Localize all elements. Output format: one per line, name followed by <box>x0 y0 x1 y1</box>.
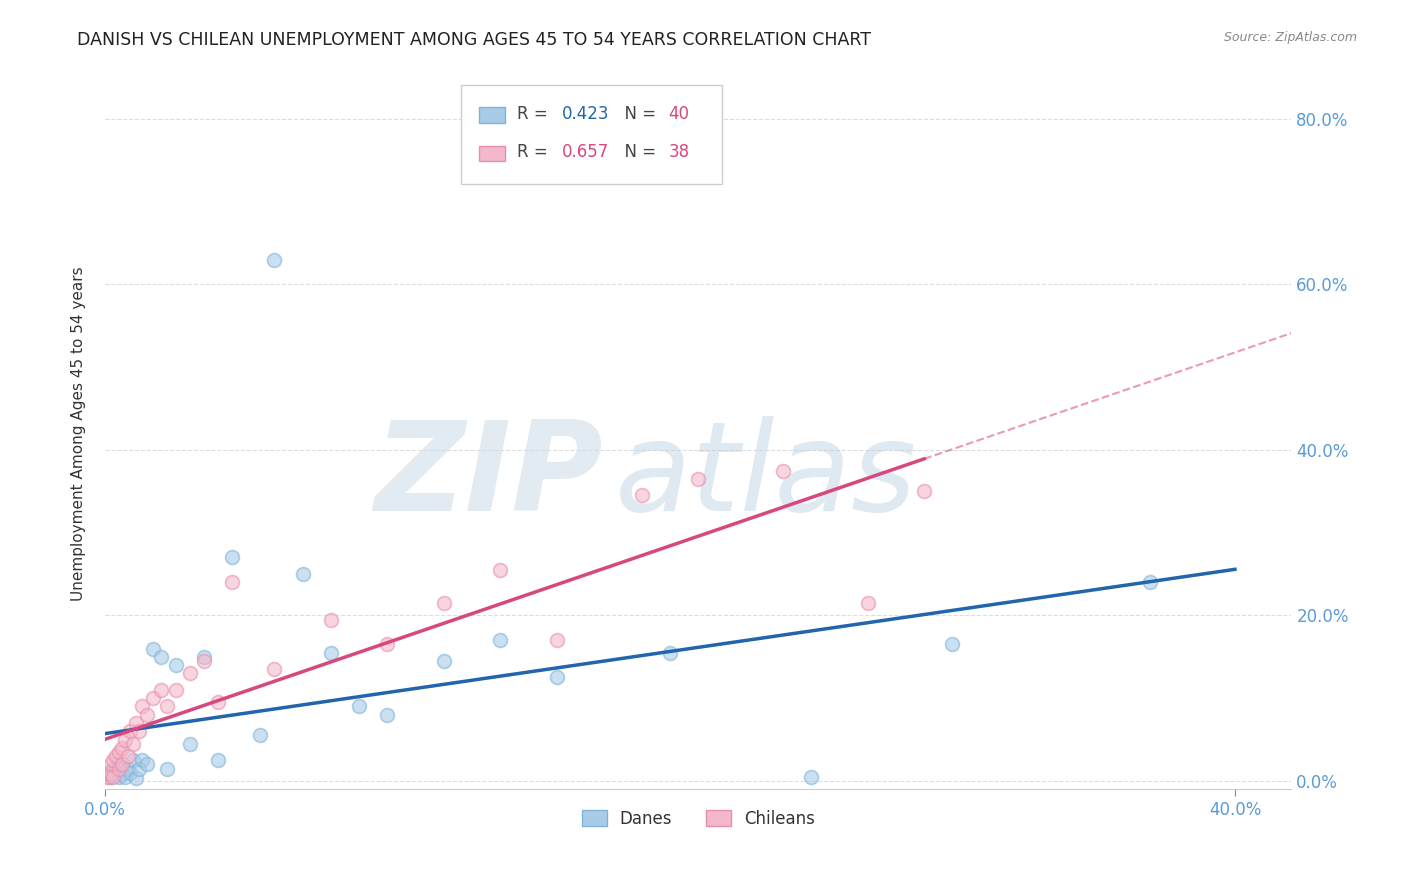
Text: 0.657: 0.657 <box>562 144 609 161</box>
Point <box>103 770 125 784</box>
Point <box>136 757 159 772</box>
Point <box>207 753 229 767</box>
Point <box>128 724 150 739</box>
Point <box>105 765 128 780</box>
Point <box>125 772 148 786</box>
Point <box>165 658 187 673</box>
Point <box>377 637 399 651</box>
Point <box>105 749 128 764</box>
Text: 38: 38 <box>669 144 690 161</box>
Point <box>97 770 120 784</box>
Point <box>489 633 512 648</box>
Point <box>105 759 128 773</box>
Point <box>263 662 285 676</box>
Point <box>489 563 512 577</box>
Y-axis label: Unemployment Among Ages 45 to 54 years: Unemployment Among Ages 45 to 54 years <box>72 266 86 600</box>
Point <box>546 633 568 648</box>
Point <box>659 646 682 660</box>
Point <box>1139 575 1161 590</box>
FancyBboxPatch shape <box>478 107 505 123</box>
Point <box>97 765 120 780</box>
Point <box>100 770 122 784</box>
Text: N =: N = <box>614 144 661 161</box>
Point <box>111 740 134 755</box>
Point <box>207 695 229 709</box>
Point <box>433 596 456 610</box>
Point <box>111 767 134 781</box>
Point <box>108 745 131 759</box>
Point <box>97 770 120 784</box>
Point <box>630 488 652 502</box>
Text: 40: 40 <box>669 104 689 123</box>
Point <box>136 707 159 722</box>
Point <box>221 575 243 590</box>
Point <box>103 767 125 781</box>
Text: ZIP: ZIP <box>374 416 603 536</box>
Point <box>122 737 145 751</box>
Point <box>108 762 131 776</box>
Point <box>111 757 134 772</box>
Point <box>150 649 173 664</box>
Point <box>156 699 179 714</box>
Point <box>131 699 153 714</box>
Point <box>120 765 142 780</box>
Point <box>912 484 935 499</box>
Point <box>319 646 342 660</box>
Point <box>114 770 136 784</box>
Point <box>100 767 122 781</box>
Text: Source: ZipAtlas.com: Source: ZipAtlas.com <box>1223 31 1357 45</box>
Point <box>125 716 148 731</box>
Point <box>117 762 139 776</box>
Point <box>433 654 456 668</box>
Point <box>156 762 179 776</box>
Point <box>108 757 131 772</box>
Legend: Danes, Chileans: Danes, Chileans <box>575 803 821 834</box>
Point <box>97 765 120 780</box>
Point <box>122 753 145 767</box>
Point <box>546 671 568 685</box>
Point <box>179 666 201 681</box>
Point <box>377 707 399 722</box>
Point <box>856 596 879 610</box>
Point <box>772 464 794 478</box>
Point <box>221 550 243 565</box>
Text: R =: R = <box>516 144 553 161</box>
Point <box>117 749 139 764</box>
Point <box>941 637 963 651</box>
FancyBboxPatch shape <box>478 145 505 161</box>
Point <box>142 641 165 656</box>
Point <box>103 753 125 767</box>
Point <box>108 770 131 784</box>
FancyBboxPatch shape <box>461 85 721 185</box>
Point <box>179 737 201 751</box>
Text: atlas: atlas <box>616 416 917 536</box>
Point <box>800 770 823 784</box>
Point <box>128 762 150 776</box>
Text: R =: R = <box>516 104 553 123</box>
Point <box>114 732 136 747</box>
Point <box>291 567 314 582</box>
Point <box>193 654 215 668</box>
Point <box>349 699 371 714</box>
Text: N =: N = <box>614 104 661 123</box>
Point <box>120 724 142 739</box>
Point <box>100 764 122 778</box>
Point <box>100 757 122 772</box>
Point <box>103 762 125 776</box>
Point <box>263 252 285 267</box>
Point <box>688 472 710 486</box>
Point <box>131 753 153 767</box>
Point <box>165 682 187 697</box>
Point <box>150 682 173 697</box>
Text: 0.423: 0.423 <box>562 104 609 123</box>
Point <box>142 691 165 706</box>
Point <box>193 649 215 664</box>
Point <box>319 613 342 627</box>
Text: DANISH VS CHILEAN UNEMPLOYMENT AMONG AGES 45 TO 54 YEARS CORRELATION CHART: DANISH VS CHILEAN UNEMPLOYMENT AMONG AGE… <box>77 31 872 49</box>
Point <box>249 728 271 742</box>
